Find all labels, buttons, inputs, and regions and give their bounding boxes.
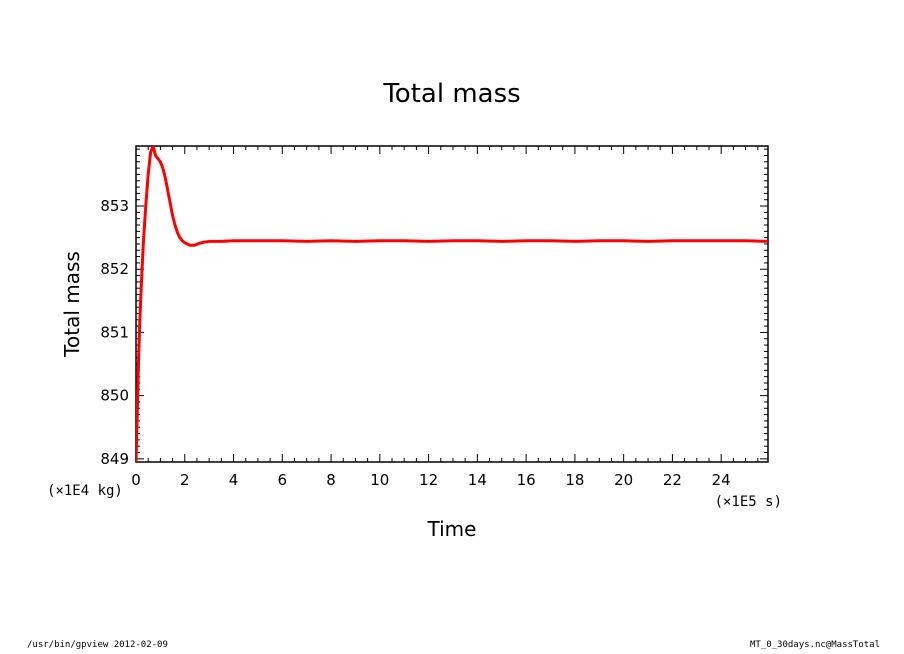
y-axis-unit: (×1E4 kg) [47,483,123,499]
x-tick-label: 2 [180,471,190,489]
x-tick-label: 16 [517,471,536,489]
x-tick-label: 10 [370,471,389,489]
footer-source: MT_0_30days.nc@MassTotal [749,640,880,650]
footer-command: /usr/bin/gpview 2012-02-09 [27,640,168,650]
x-tick-label: 24 [712,471,731,489]
y-tick-label: 849 [100,450,129,468]
series-line-0 [136,146,768,462]
y-tick-label: 852 [100,260,129,278]
x-tick-label: 6 [278,471,288,489]
x-axis-ticks [135,146,759,462]
y-axis-ticks [136,148,768,460]
chart-title: Total mass [382,79,520,109]
y-axis-label: Total mass [60,251,84,358]
x-tick-label: 0 [131,471,141,489]
y-tick-label: 850 [100,387,129,405]
x-tick-label: 8 [326,471,336,489]
series-layer [136,146,768,462]
y-tick-label: 851 [100,323,129,341]
x-tick-label: 14 [468,471,487,489]
x-tick-label: 4 [229,471,239,489]
x-tick-label: 18 [565,471,584,489]
x-tick-label: 22 [663,471,682,489]
x-tick-label: 12 [419,471,438,489]
plot-frame [135,145,769,463]
y-axis-tick-labels: 849 850 851 852 853 [100,197,129,468]
x-axis-label: Time [427,517,477,541]
x-tick-label: 20 [614,471,633,489]
y-tick-label: 853 [100,197,129,215]
x-axis-unit: (×1E5 s) [715,494,782,510]
x-axis-tick-labels: 0 2 4 6 8 10 12 14 16 18 20 22 24 [131,471,731,489]
